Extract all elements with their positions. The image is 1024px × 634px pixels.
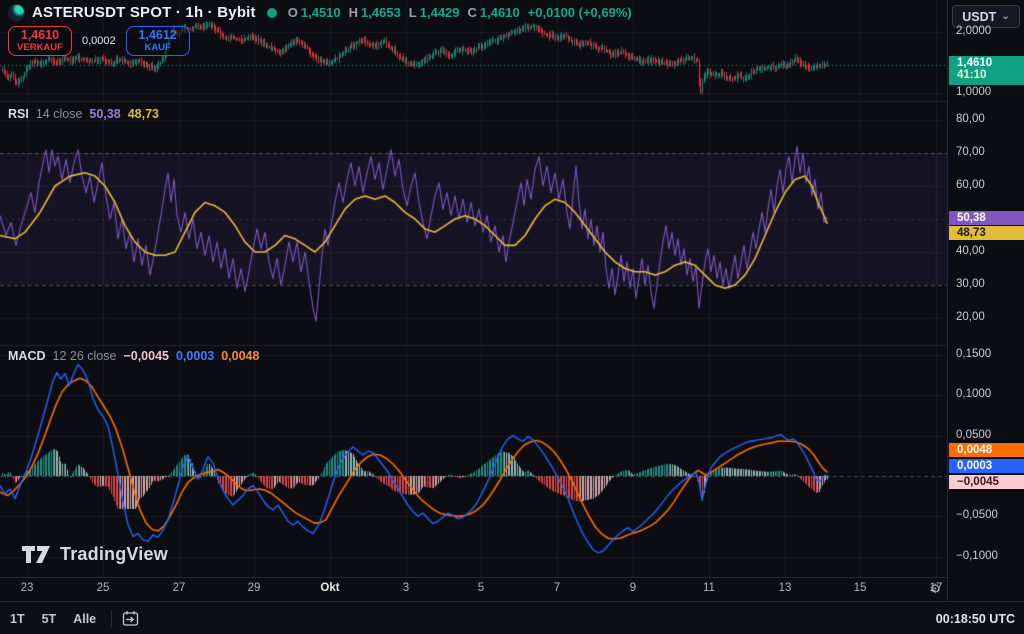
low-value: 1,4429 (419, 5, 460, 20)
toolbar-divider (111, 610, 113, 627)
macd-hist-value: −0,0045 (123, 349, 169, 363)
macd-signal-badge: 0,0048 (949, 443, 1024, 457)
time-axis-label: 25 (96, 582, 110, 594)
time-axis-label: 13 (778, 582, 792, 594)
macd-header[interactable]: MACD 12 26 close −0,0045 0,0003 0,0048 (8, 349, 259, 363)
calendar-icon (122, 611, 139, 626)
chevron-down-icon: ⌄ (1001, 11, 1010, 22)
axis-tick-label: 0,1500 (956, 347, 992, 360)
range-button-5d[interactable]: 5T (41, 611, 57, 626)
rsi-header[interactable]: RSI 14 close 50,38 48,73 (8, 107, 159, 121)
close-label: C (467, 5, 477, 20)
axis-tick-label: 30,00 (956, 278, 985, 290)
time-axis-label: Okt (320, 582, 340, 594)
range-button-1d[interactable]: 1T (10, 611, 25, 626)
axis-tick-label: 80,00 (956, 113, 985, 125)
time-axis-label: 27 (172, 582, 186, 594)
currency-label: USDT (962, 9, 997, 24)
time-axis-label: 9 (629, 582, 637, 594)
time-axis-label: 17 (929, 582, 943, 594)
time-axis-label: 3 (402, 582, 410, 594)
sell-price: 1,4610 (20, 28, 60, 42)
time-axis-label: 23 (20, 582, 34, 594)
bar-countdown: 41:10 (957, 69, 987, 81)
macd-line-value: 0,0003 (175, 349, 215, 363)
go-to-date-button[interactable] (122, 610, 139, 627)
buy-label: KAUF (144, 42, 171, 53)
last-price-badge: 1,4610 41:10 (949, 56, 1024, 85)
axis-tick-label: 2,0000 (956, 25, 992, 37)
open-label: O (287, 5, 298, 20)
time-axis-label: 15 (853, 582, 867, 594)
axis-tick-label: −0,1000 (956, 549, 998, 562)
rsi-params: 14 close (35, 107, 83, 121)
rsi-value: 50,38 (89, 107, 121, 121)
time-axis-label: 29 (247, 582, 261, 594)
sell-button[interactable]: 1,4610 VERKAUF (8, 26, 72, 56)
sell-label: VERKAUF (17, 42, 63, 53)
time-axis-label: 5 (477, 582, 485, 594)
axis-tick-label: 0,0500 (956, 428, 992, 441)
low-label: L (408, 5, 417, 20)
rsi-ma-value: 48,73 (127, 107, 159, 121)
tradingview-logo-icon (22, 546, 50, 563)
buy-button[interactable]: 1,4612 KAUF (125, 26, 190, 56)
market-open-icon (266, 7, 277, 18)
time-axis-label: 7 (553, 582, 561, 594)
macd-title: MACD (8, 349, 46, 363)
price-scale[interactable]: USDT ⌄ 2,0000 1,0000 80,00 70,00 60,00 40,00 3… (947, 0, 1024, 601)
high-value: 1,4653 (361, 5, 401, 20)
axis-tick-label: 60,00 (956, 179, 985, 191)
time-axis[interactable]: ⚙ 23 25 27 29 Okt 3 5 7 9 11 13 15 17 (0, 577, 947, 602)
currency-button[interactable]: USDT ⌄ (952, 5, 1020, 28)
time-axis-label: 11 (703, 582, 715, 594)
last-price-value: 1,4610 (957, 57, 993, 69)
macd-params: 12 26 close (52, 349, 117, 363)
coin-logo-icon (8, 4, 25, 21)
axis-tick-label: 1,0000 (956, 85, 992, 98)
tradingview-logo-text: TradingView (60, 544, 168, 564)
bottom-toolbar: 1T 5T Alle 00:18:50 UTC (0, 601, 1024, 634)
axis-tick-label: 70,00 (956, 146, 985, 158)
rsi-title: RSI (8, 107, 29, 121)
range-button-all[interactable]: Alle (73, 611, 97, 626)
symbol-header: ASTERUSDT SPOT · 1h · Bybit O 1,4510 H 1… (8, 4, 632, 21)
macd-hist-badge: −0,0045 (949, 475, 1024, 489)
axis-tick-label: −0,0500 (956, 509, 998, 522)
macd-signal-value: 0,0048 (221, 349, 260, 363)
change-value: +0,0100 (+0,69%) (527, 5, 632, 20)
order-panel: 1,4610 VERKAUF 0,0002 1,4612 KAUF (8, 26, 190, 56)
tradingview-logo[interactable]: TradingView (22, 544, 168, 565)
close-value: 1,4610 (479, 5, 520, 20)
axis-tick-label: 40,00 (956, 245, 985, 257)
axis-tick-label: 0,1000 (956, 388, 992, 401)
rsi-value-badge: 50,38 (949, 211, 1024, 225)
spread-value: 0,0002 (76, 32, 122, 50)
axis-tick-label: 20,00 (956, 311, 985, 323)
ohlc-values: O 1,4510 H 1,4653 L 1,4429 C 1,4610 +0,0… (288, 5, 632, 20)
buy-price: 1,4612 (138, 28, 177, 42)
rsi-ma-badge: 48,73 (949, 226, 1024, 240)
time-axis-settings-icon[interactable]: ⚙ (929, 581, 941, 596)
open-value: 1,4510 (300, 5, 341, 20)
chart-canvas[interactable] (0, 0, 947, 577)
symbol-title[interactable]: ASTERUSDT SPOT · 1h · Bybit (32, 4, 256, 21)
high-label: H (348, 5, 359, 20)
clock-utc: 00:18:50 UTC (935, 611, 1015, 626)
macd-value-badge: 0,0003 (949, 459, 1024, 473)
